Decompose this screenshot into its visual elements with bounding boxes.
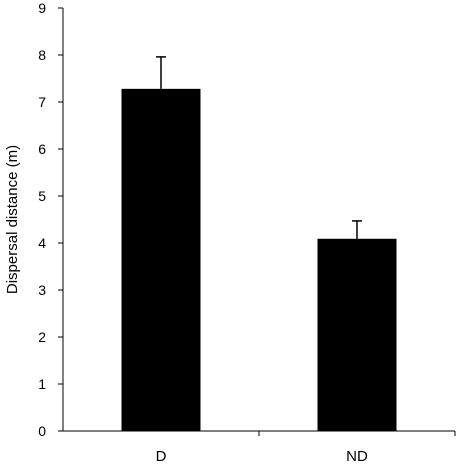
y-tick-label: 7 <box>38 94 46 110</box>
y-tick-label: 4 <box>38 235 46 251</box>
y-axis-label: Dispersal distance (m) <box>4 145 21 294</box>
bar-d <box>121 88 201 431</box>
y-tick-label: 9 <box>38 0 46 16</box>
bar-nd <box>317 238 397 431</box>
y-tick-label: 6 <box>38 141 46 157</box>
y-tick-label: 0 <box>38 423 46 439</box>
x-tick-label-nd: ND <box>346 448 368 465</box>
y-tick-label: 2 <box>38 329 46 345</box>
y-tick-label: 8 <box>38 47 46 63</box>
bars <box>121 56 397 431</box>
y-tick-label: 3 <box>38 282 46 298</box>
y-tick-label: 5 <box>38 188 46 204</box>
x-tick-label-d: D <box>156 448 167 465</box>
y-tick-label: 1 <box>38 376 46 392</box>
